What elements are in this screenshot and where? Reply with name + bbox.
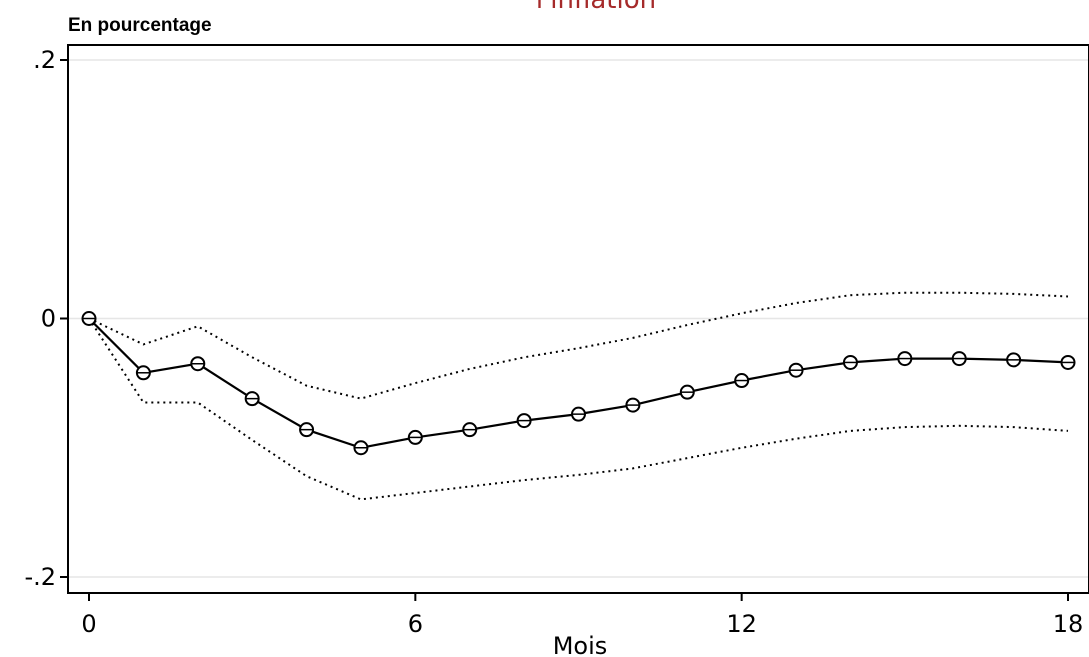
y-tick-label: 0: [41, 305, 56, 333]
data-point: [788, 362, 804, 378]
data-point: [571, 406, 586, 422]
data-point: [679, 384, 695, 400]
data-point: [951, 351, 967, 367]
y-tick-label: .2: [33, 46, 56, 74]
data-point: [1006, 352, 1022, 368]
data-point: [1060, 354, 1076, 370]
data-point: [897, 351, 913, 367]
x-tick-label: 12: [726, 610, 757, 638]
x-tick-label: 6: [408, 610, 423, 638]
data-point: [135, 365, 151, 381]
grid: [68, 59, 1089, 578]
data-point: [625, 397, 641, 413]
y-tick-label: -.2: [24, 563, 56, 591]
confidence-bands: [88, 291, 1069, 501]
chart-title: l'inflation: [536, 0, 656, 15]
series-markers: [81, 311, 1076, 456]
data-point: [81, 311, 97, 326]
x-tick-label: 18: [1053, 610, 1084, 638]
data-point: [353, 440, 369, 456]
data-point: [734, 373, 750, 389]
data-point: [516, 413, 532, 429]
data-point: [407, 429, 423, 445]
data-point: [462, 422, 478, 438]
upper-band-line: [88, 291, 1069, 400]
data-point: [299, 422, 315, 438]
data-point: [190, 356, 206, 372]
y-axis-label: En pourcentage: [68, 15, 212, 36]
x-axis: 0 6 12 18: [81, 593, 1083, 638]
y-axis: .2 0 -.2: [24, 46, 68, 591]
x-tick-label: 0: [81, 610, 96, 638]
data-point: [244, 391, 260, 407]
data-point: [842, 354, 858, 370]
x-axis-label: Mois: [553, 632, 608, 657]
